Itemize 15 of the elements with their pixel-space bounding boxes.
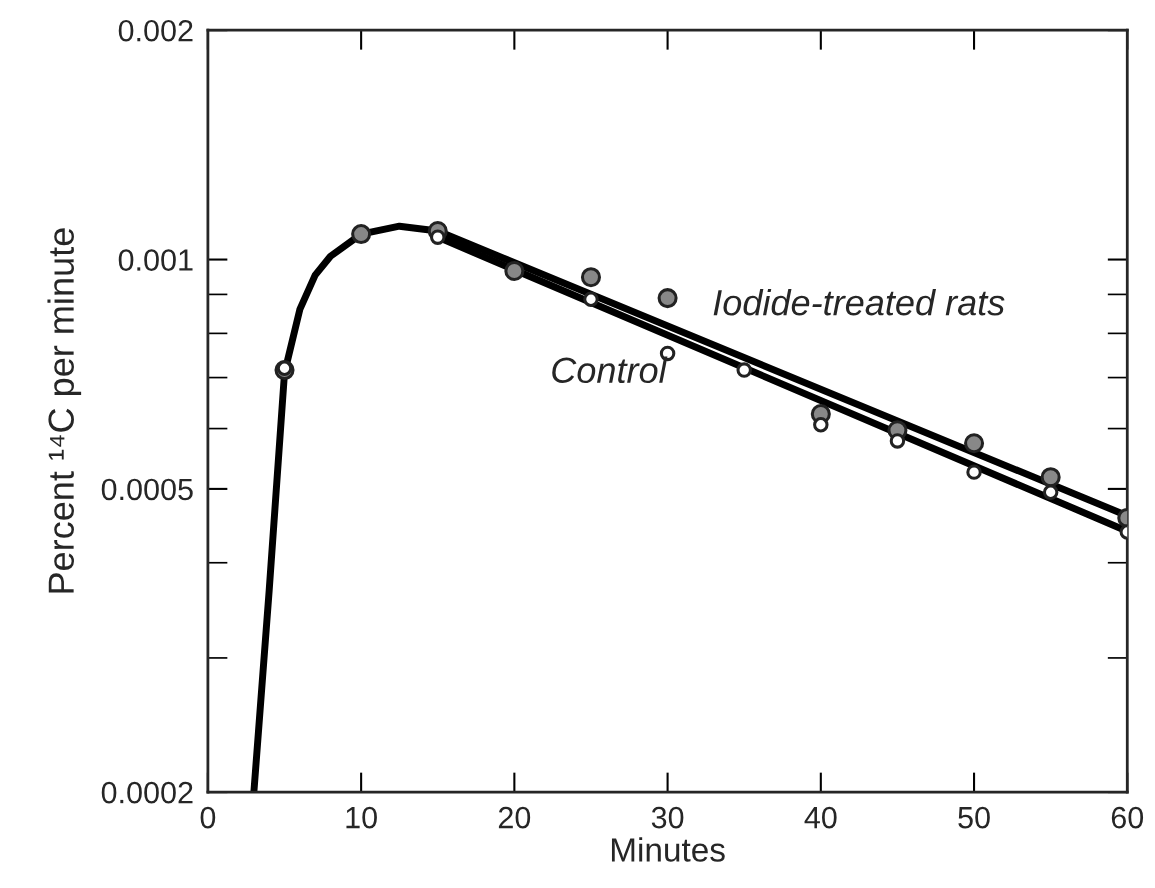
y-tick-label: 0.0005 <box>101 478 193 501</box>
y-tick-label: 0.001 <box>118 249 193 271</box>
x-tick-label: 0 <box>200 806 216 829</box>
x-tick-label: 10 <box>346 806 377 829</box>
x-axis-title: Minutes <box>611 837 725 862</box>
y-axis-title: Percent ¹⁴C per minute <box>47 228 82 593</box>
x-tick-label: 50 <box>958 806 990 829</box>
y-tick-label: 0.002 <box>118 19 193 42</box>
x-tick-label: 30 <box>651 806 684 829</box>
series-label: Iodide-treated rats <box>713 288 1005 316</box>
y-tick-label: 0.0002 <box>101 781 193 804</box>
series-label: Control <box>552 356 668 384</box>
x-tick-label: 60 <box>1111 806 1144 829</box>
x-tick-label: 20 <box>498 806 531 829</box>
x-tick-label: 40 <box>804 806 837 829</box>
